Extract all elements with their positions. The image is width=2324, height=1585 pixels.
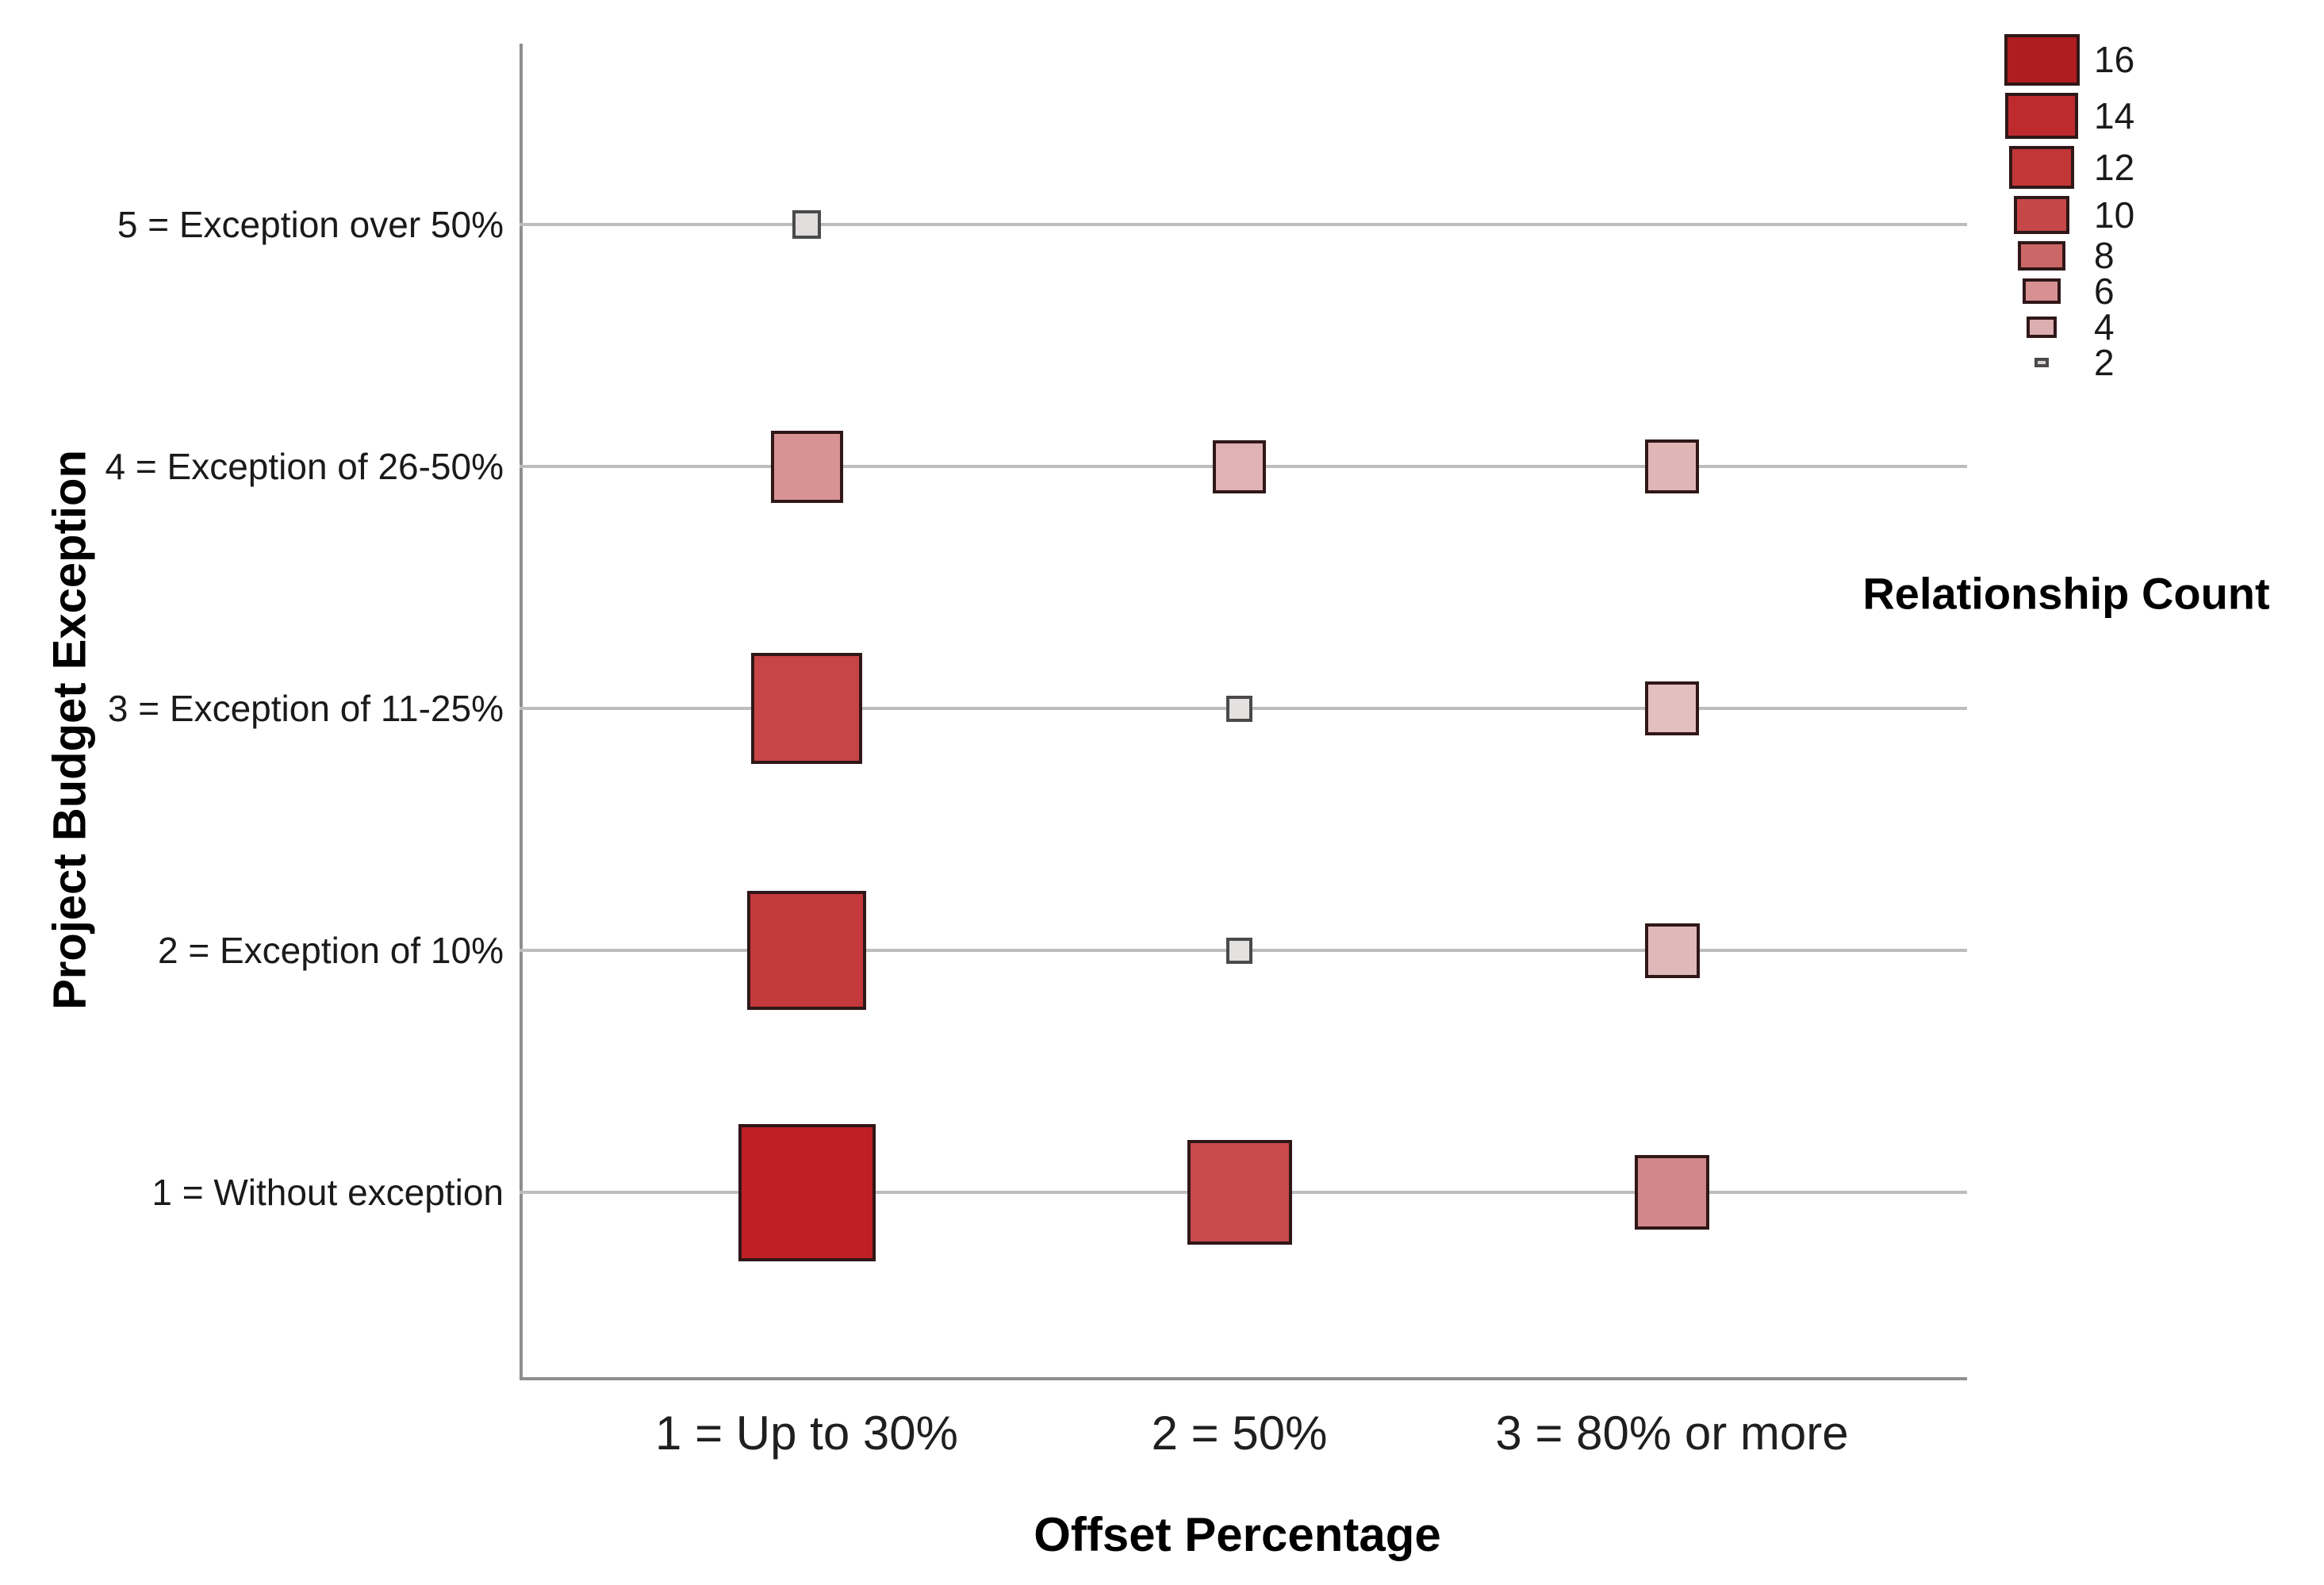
legend-swatch xyxy=(2018,240,2065,271)
data-point-square xyxy=(1226,695,1252,722)
y-tick-label: 4 = Exception of 26-50% xyxy=(105,446,504,487)
data-point-square xyxy=(1187,1140,1292,1245)
y-axis-title: Project Budget Exception xyxy=(44,450,96,1010)
gridline xyxy=(520,223,1967,226)
data-point-square xyxy=(792,210,821,239)
legend-value-label: 16 xyxy=(2094,39,2135,80)
plot-area xyxy=(520,44,1967,1380)
legend-value-label: 2 xyxy=(2094,342,2115,383)
legend-value-label: 6 xyxy=(2094,271,2115,312)
data-point-square xyxy=(1213,439,1266,493)
data-point-square xyxy=(1635,1155,1709,1230)
legend-swatch xyxy=(2004,33,2080,86)
data-point-square xyxy=(770,430,843,503)
legend-swatch xyxy=(2014,195,2069,234)
y-tick-label: 1 = Without exception xyxy=(151,1172,504,1213)
data-point-square xyxy=(1645,681,1699,735)
legend-swatch xyxy=(2034,358,2049,367)
y-tick-label: 2 = Exception of 10% xyxy=(157,930,504,971)
legend-value-label: 12 xyxy=(2094,146,2135,188)
legend-value-label: 10 xyxy=(2094,194,2135,236)
x-axis-title: Offset Percentage xyxy=(1034,1508,1441,1561)
data-point-square xyxy=(1226,937,1252,964)
x-tick-label: 3 = 80% or more xyxy=(1495,1407,1849,1460)
legend-swatch xyxy=(2027,316,2057,338)
legend-swatch xyxy=(2005,92,2078,139)
data-point-square xyxy=(1645,439,1699,493)
data-point-square xyxy=(1644,923,1700,978)
data-point-square xyxy=(751,653,862,764)
legend-swatch xyxy=(2009,145,2074,189)
x-tick-label: 2 = 50% xyxy=(1151,1407,1328,1460)
data-point-square xyxy=(738,1123,876,1261)
legend-value-label: 4 xyxy=(2094,306,2115,347)
legend-value-label: 8 xyxy=(2094,235,2115,276)
data-point-square xyxy=(747,891,866,1010)
legend-swatch xyxy=(2023,278,2061,304)
y-tick-label: 3 = Exception of 11-25% xyxy=(107,688,504,729)
x-tick-label: 1 = Up to 30% xyxy=(655,1407,958,1460)
y-tick-label: 5 = Exception over 50% xyxy=(117,204,504,245)
legend-value-label: 14 xyxy=(2094,94,2135,136)
